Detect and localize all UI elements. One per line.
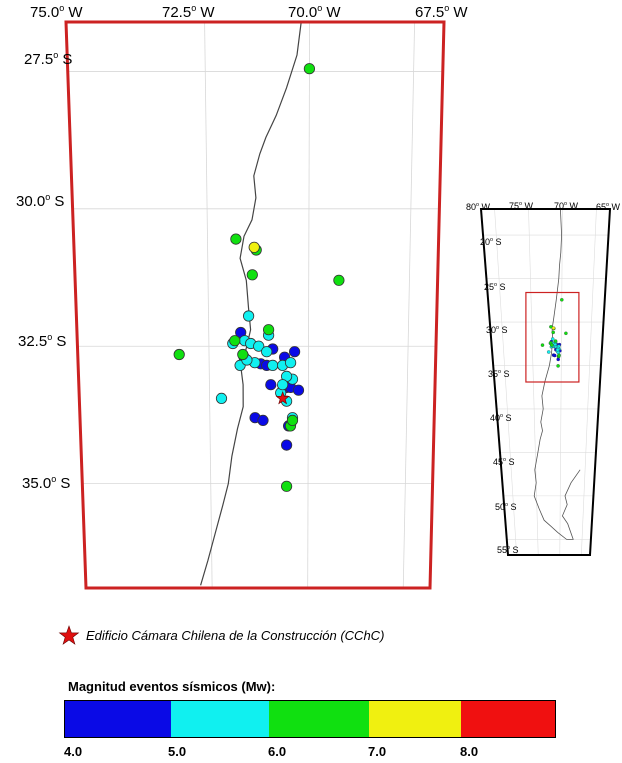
scale-segment-6-7 [269, 701, 369, 737]
seismic-event-point [286, 414, 299, 426]
inset-event-point [552, 353, 557, 358]
seismic-event-point [261, 346, 273, 358]
legend-star-icon [58, 625, 80, 645]
seismic-event-point [267, 359, 279, 371]
inset-event-point [551, 326, 556, 330]
main-map-events [173, 63, 345, 492]
inset-event-point [555, 348, 560, 352]
inset-event-point [564, 331, 568, 336]
main-lat-label-27-5: 27.5o S [24, 50, 73, 68]
inset-map-coastline [533, 208, 581, 540]
inset-lat-label-55: 55o S [497, 545, 519, 555]
inset-lat-label-20: 20o S [480, 237, 502, 247]
seismic-event-point [246, 269, 258, 281]
scale-segment-5-6 [171, 701, 269, 737]
seismic-event-point [262, 324, 275, 336]
inset-event-point [551, 330, 555, 335]
inset-lat-label-40: 40o S [490, 413, 512, 423]
seismic-event-point [288, 346, 301, 358]
main-lon-label-67-5: 67.5o W [415, 3, 468, 21]
seismic-event-point [303, 63, 315, 75]
inset-map-study-region [525, 291, 580, 383]
inset-lat-label-45: 45o S [493, 457, 515, 467]
legend-star-label: Edificio Cámara Chilena de la Construcci… [86, 628, 385, 643]
inset-event-point [560, 298, 564, 302]
main-lon-label-70: 70.0o W [288, 3, 341, 21]
inset-event-point [556, 357, 560, 362]
magnitude-scale-title: Magnitud eventos sísmicos (Mw): [68, 679, 276, 694]
seismic-event-point [253, 340, 265, 352]
inset-map-events [540, 298, 568, 368]
scale-tick-6: 6.0 [268, 744, 287, 759]
seismic-event-point [333, 274, 345, 286]
scale-tick-5: 5.0 [168, 744, 187, 759]
inset-lat-label-50: 50o S [495, 502, 517, 512]
seismic-event-point [265, 379, 277, 391]
seismic-event-point [173, 348, 185, 361]
main-map-border [64, 20, 446, 590]
seismic-event-point [230, 233, 242, 245]
scale-segment-7-8 [369, 701, 461, 737]
magnitude-color-scale [64, 700, 556, 738]
inset-lat-label-35: 35o S [488, 369, 510, 379]
seismic-event-point [237, 348, 249, 361]
main-map-coastline [200, 21, 302, 586]
inset-event-point [557, 353, 561, 358]
inset-event-point [550, 343, 554, 347]
inset-event-point [550, 337, 555, 341]
inset-lon-label-70: 70o W [554, 201, 579, 211]
inset-event-point [540, 343, 545, 347]
inset-event-point [556, 364, 560, 368]
seismic-event-point [215, 392, 228, 404]
main-lon-label-72-5: 72.5o W [162, 3, 215, 21]
scale-segment-4-5 [65, 701, 171, 737]
main-lat-label-30: 30.0o S [16, 192, 65, 210]
inset-map-graticule [483, 208, 609, 556]
seismic-event-point [248, 241, 260, 253]
seismic-event-point [292, 384, 305, 396]
main-lat-label-35: 35.0o S [22, 474, 71, 492]
seismic-event-point [243, 310, 255, 322]
inset-lon-label-75: 75o W [509, 201, 534, 211]
seismic-event-point [280, 480, 293, 492]
scale-tick-7: 7.0 [368, 744, 387, 759]
inset-lat-label-30: 30o S [486, 325, 508, 335]
inset-lat-label-25: 25o S [484, 282, 506, 292]
inset-map[interactable] [470, 195, 622, 567]
main-map-graticule [67, 21, 443, 589]
inset-lon-label-80: 80o W [466, 202, 491, 212]
seismic-event-point [229, 335, 241, 347]
scale-segment-8-plus [461, 701, 555, 737]
inset-event-point [546, 350, 551, 354]
seismic-event-point [257, 414, 269, 426]
inset-lon-label-65: 65o W [596, 202, 621, 212]
main-lon-label-75: 75.0o W [30, 3, 83, 21]
inset-map-border [479, 208, 612, 556]
cchc-building-star-marker [275, 391, 290, 405]
seismic-event-point [284, 357, 297, 369]
scale-tick-4: 4.0 [64, 744, 83, 759]
scale-tick-8: 8.0 [460, 744, 479, 759]
inset-event-point [553, 339, 558, 343]
seismic-event-point [276, 379, 289, 391]
main-map[interactable] [0, 0, 460, 600]
seismic-event-point [280, 439, 293, 451]
main-lat-label-32-5: 32.5o S [18, 332, 67, 350]
